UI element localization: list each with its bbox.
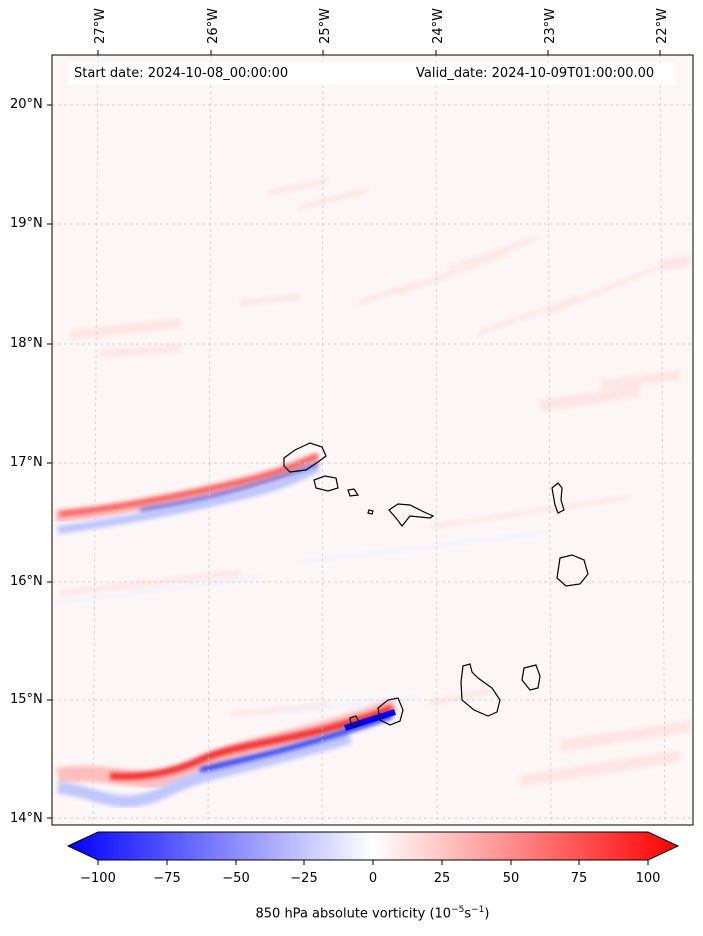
colorbar-tick-label: 75	[570, 871, 588, 886]
valid-date-label: Valid_date: 2024-10-09T01:00:00.00	[416, 66, 655, 81]
colorbar-label: 850 hPa absolute vorticity (10−5s−1)	[0, 905, 703, 921]
lat-label: 18°N	[10, 336, 43, 351]
island-boa-vista	[556, 554, 589, 587]
colorbar-tick-label: 0	[368, 871, 378, 886]
lat-label: 14°N	[10, 811, 43, 826]
colorbar-tick-label: 25	[433, 871, 451, 886]
lat-label: 17°N	[10, 455, 43, 470]
colorbar-tick-label: −25	[290, 871, 318, 886]
island-brava	[349, 715, 360, 728]
island-fogo	[377, 697, 404, 726]
lat-label: 19°N	[10, 216, 43, 231]
colorbar-tick-label: 50	[502, 871, 520, 886]
lon-label: 27°W	[93, 8, 108, 44]
map-frame	[51, 54, 694, 826]
island-sao-vicente	[313, 475, 339, 492]
gridlines	[52, 55, 693, 825]
colorbar-tick-label: −100	[80, 871, 116, 886]
map-background	[52, 55, 693, 825]
colorbar-tick-label: −50	[222, 871, 250, 886]
colorbar-label-end: )	[484, 906, 490, 922]
island-santa-luzia	[347, 488, 360, 497]
lon-label: 26°W	[206, 8, 221, 44]
header-box	[68, 62, 676, 85]
south-vorticity-band	[56, 698, 398, 808]
colorbar-label-main: 850 hPa absolute vorticity (10	[255, 906, 452, 922]
lat-label: 20°N	[10, 97, 43, 112]
start-date-label: Start date: 2024-10-08_00:00:00	[74, 66, 289, 81]
colorbar-label-exponent: −5	[451, 905, 465, 915]
lon-label: 23°W	[543, 8, 558, 44]
weak-vorticity-patches	[60, 178, 690, 787]
colorbar-label-exponent: −1	[471, 905, 485, 915]
lat-label: 16°N	[10, 574, 43, 589]
lat-label: 15°N	[10, 692, 43, 707]
colorbar-tick-label: 100	[635, 871, 661, 886]
islet	[367, 509, 374, 515]
colorbar-label-unit: s	[464, 906, 472, 922]
island-santo-antao	[283, 442, 327, 473]
colorbar	[66, 831, 680, 865]
island-maio	[521, 664, 541, 691]
axis-ticks	[47, 50, 661, 819]
colorbar-tick-label: −75	[153, 871, 181, 886]
north-vorticity-band	[55, 452, 320, 534]
island-sao-nicolau	[388, 503, 435, 527]
island-santiago	[460, 663, 501, 717]
lon-label: 22°W	[655, 8, 670, 44]
island-sal	[551, 482, 565, 514]
lon-label: 24°W	[431, 8, 446, 44]
lon-label: 25°W	[318, 8, 333, 44]
coastlines	[283, 442, 589, 728]
